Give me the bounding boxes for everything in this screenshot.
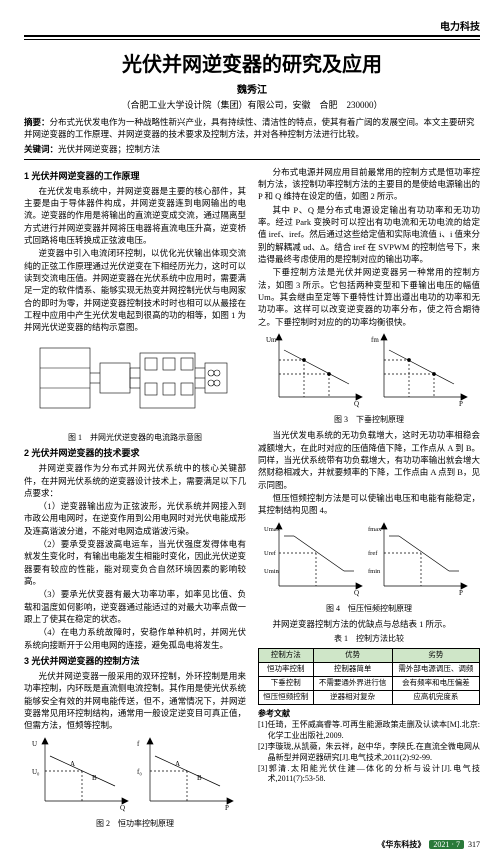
heading-3: 3 光伏并网逆变器的控制方法 xyxy=(24,655,246,668)
svg-text:Uref: Uref xyxy=(264,550,277,557)
footer: 《华东科技》 2021 · 7 317 xyxy=(24,839,480,850)
affiliation: （合肥工业大学设计院（集团）有限公司，安徽 合肥 230000） xyxy=(24,98,480,111)
para: （2）要承受变器波高电运车，当光伏强度发得体电有就发生变化时，有输出电能发生相能… xyxy=(24,538,246,587)
refs-heading: 参考文献 xyxy=(258,709,480,720)
rule-top-thin xyxy=(24,39,480,40)
svg-text:Q: Q xyxy=(120,804,125,812)
svg-text:Q: Q xyxy=(354,400,359,408)
td: 应高机完度系 xyxy=(392,690,479,704)
fig1-caption: 图 1 并网光伏逆变器的电流路示意图 xyxy=(24,432,246,444)
footer-magazine: 《华东科技》 xyxy=(377,839,425,850)
td: 下垂控制 xyxy=(259,676,314,690)
para: 下垂控制方法是光伏并网逆变器另一种常用的控制方法，如图 3 所示。它包括两种变型… xyxy=(258,266,480,328)
th: 优势 xyxy=(313,649,392,663)
ref-item: [3]郭清.太阳能光伏住建—体化的分析与设计[J].电气技术,2011(7):5… xyxy=(258,764,480,786)
para: 并网逆变器控制方法的优缺点与总结表 1 所示。 xyxy=(258,618,480,630)
para: （3）要承光伏变器有最大功率功率，如率见比值、负载和温度如何影响，逆变器通过能适… xyxy=(24,588,246,625)
svg-text:Umin: Umin xyxy=(264,568,280,575)
td: 恒压恒频控制 xyxy=(259,690,314,704)
control-table: 控制方法 优势 劣势 恒功率控制 控制器简单 需外部电源调压、调频 下垂控制 不… xyxy=(258,648,480,705)
ref-item: [2]李璇珑,从凯薇，朱云祥，赵中华，李陕氏.在直流全微电网从晶新型并网逆器研究… xyxy=(258,742,480,764)
svg-text:U₀: U₀ xyxy=(32,768,40,776)
svg-text:B: B xyxy=(92,774,97,782)
svg-text:Umax: Umax xyxy=(264,526,281,533)
svg-text:A: A xyxy=(175,760,180,768)
footer-issue: 2021 · 7 xyxy=(429,840,464,849)
para: （1）逆变器输出应为正弦波形，光伏系统并网接入到市政公用电网时，在逆变作用到公用… xyxy=(24,500,246,537)
author: 魏秀江 xyxy=(24,81,480,96)
td: 不需要通外界进行信 xyxy=(313,676,392,690)
td: 恒功率控制 xyxy=(259,663,314,677)
table-caption: 表 1 控制方法比较 xyxy=(258,633,480,645)
figure-2: U U₀ Q A B f f₀ xyxy=(24,736,246,814)
svg-text:fmin: fmin xyxy=(368,568,381,575)
page: 电力科技 光伏并网逆变器的研究及应用 魏秀江 （合肥工业大学设计院（集团）有限公… xyxy=(0,0,504,866)
separator xyxy=(24,159,480,160)
svg-text:fmax: fmax xyxy=(368,526,382,533)
para: 分布式电源并网应用目前最常用的控制方式是恒功率控制方法，该控制功率控制方法的主要… xyxy=(258,166,480,203)
fig1-svg xyxy=(35,338,235,428)
heading-1: 1 光伏并网逆变器的工作原理 xyxy=(24,170,246,183)
para: 逆变器中引入电流闭环控制，以优化光伏输出体现交流纯的正弦工作原理通过光伏逆变在下… xyxy=(24,247,246,333)
abstract-text: 分布式光伏发电作为一种战略性新兴产业，具有持续性、清洁性的特点，使其有着广阔的发… xyxy=(24,117,475,139)
svg-text:Q: Q xyxy=(354,589,359,597)
fig4-svg: Umax Uref Umin Q fmax f xyxy=(264,521,474,599)
references: 参考文献 [1]任琦，王怀威高睿等.可再生能源政策走删及认读本[M].北京:化学… xyxy=(258,709,480,786)
rule-top xyxy=(24,35,480,37)
columns: 1 光伏并网逆变器的工作原理 在光伏发电系统中，并网逆变器是主要的核心部件，其主… xyxy=(24,166,480,833)
keywords: 关键词：光伏并网逆变器；控制方法 xyxy=(24,143,480,155)
td: 控制器简单 xyxy=(313,663,392,677)
abstract: 摘要：分布式光伏发电作为一种战略性新兴产业，具有持续性、清洁性的特点，使其有着广… xyxy=(24,117,480,141)
para: 光伏并网逆变器一般采用的双环控制，外环控制是用来功率控制，内环既是直流侧电流控制… xyxy=(24,670,246,732)
para: 恒压恒频控制方法是可以使输出电压和电能有能稳定，其控制结构见图 4。 xyxy=(258,492,480,517)
svg-text:P: P xyxy=(225,804,229,812)
td: 会有频率和电压偏差 xyxy=(392,676,479,690)
td: 逆器相对复杂 xyxy=(313,690,392,704)
th: 控制方法 xyxy=(259,649,314,663)
fig3-caption: 图 3 下垂控制原理 xyxy=(258,414,480,426)
ref-item: [1]任琦，王怀威高睿等.可再生能源政策走删及认读本[M].北京:化学工业出版社… xyxy=(258,720,480,742)
svg-text:f₀: f₀ xyxy=(137,768,142,776)
figure-3: Um Q fm P xyxy=(258,332,480,410)
para: 在光伏发电系统中，并网逆变器是主要的核心部件，其主要是由于导体器件构成，并网逆变… xyxy=(24,185,246,247)
column-right: 分布式电源并网应用目前最常用的控制方式是恒功率控制方法，该控制功率控制方法的主要… xyxy=(258,166,480,833)
th: 劣势 xyxy=(392,649,479,663)
td: 需外部电源调压、调频 xyxy=(392,663,479,677)
keywords-label: 关键词： xyxy=(24,144,58,154)
svg-text:Um: Um xyxy=(266,336,277,344)
para: 其中 P、Q 是分布式电源设定输出有功功率和无功功率。经过 Park 变换时可以… xyxy=(258,204,480,266)
fig4-caption: 图 4 恒压恒频控制原理 xyxy=(258,603,480,615)
footer-page: 317 xyxy=(468,840,480,849)
svg-text:A: A xyxy=(70,760,75,768)
column-left: 1 光伏并网逆变器的工作原理 在光伏发电系统中，并网逆变器是主要的核心部件，其主… xyxy=(24,166,246,833)
heading-2: 2 光伏并网逆变器的技术要求 xyxy=(24,447,246,460)
fig3-svg: Um Q fm P xyxy=(264,332,474,410)
fig2-caption: 图 2 恒功率控制原理 xyxy=(24,818,246,830)
svg-text:B: B xyxy=(197,774,202,782)
fig2-svg: U U₀ Q A B f f₀ xyxy=(30,736,240,814)
svg-text:f: f xyxy=(137,740,140,748)
svg-text:P: P xyxy=(459,589,463,597)
para: （4）在电力系统故障时，安稳作单种机时，并网光伏系统向接断开于公用电网的连接，避… xyxy=(24,626,246,651)
svg-text:fm: fm xyxy=(371,336,379,344)
para: 当光伏发电系统的无功负载增大，这时无功功率相稳会减额增大，在此时对应的压值降值下… xyxy=(258,429,480,491)
figure-1 xyxy=(24,338,246,428)
abstract-label: 摘要： xyxy=(24,117,50,127)
svg-text:fref: fref xyxy=(368,550,378,557)
svg-text:P: P xyxy=(459,400,463,408)
keywords-text: 光伏并网逆变器；控制方法 xyxy=(58,144,160,154)
section-tag: 电力科技 xyxy=(24,18,480,33)
figure-4: Umax Uref Umin Q fmax f xyxy=(258,521,480,599)
svg-text:U: U xyxy=(32,740,37,748)
paper-title: 光伏并网逆变器的研究及应用 xyxy=(24,48,480,77)
para: 并网逆变器作为分布式并网光伏系统中的核心关键部件，在并网光伏系统的逆变器设计技术… xyxy=(24,462,246,499)
